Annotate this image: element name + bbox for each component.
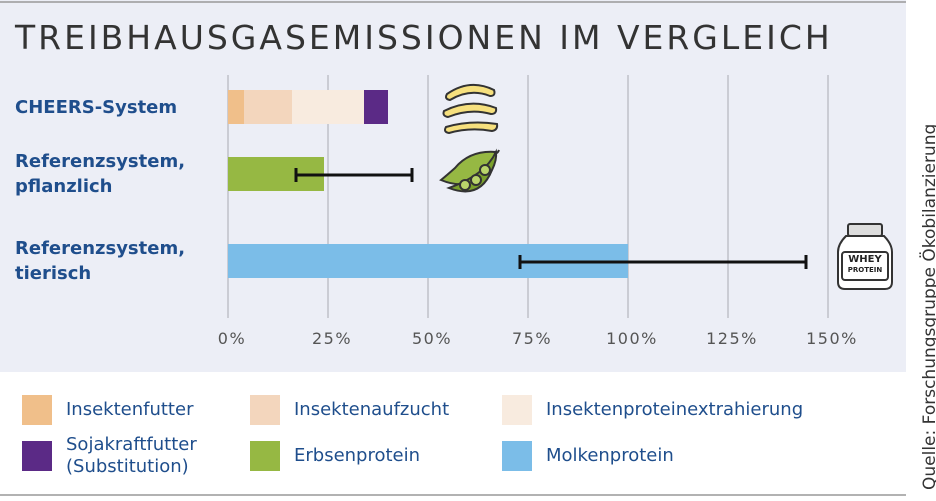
source: Quelle: Forschungsgruppe Ökobilanzierung [920, 123, 936, 490]
legend-swatch [22, 395, 52, 425]
legend-label: Erbsenprotein [294, 445, 421, 466]
pea-icon [439, 148, 500, 193]
icon-label: WHEY [848, 254, 882, 265]
x-tick-label: 125% [706, 329, 758, 348]
legend-swatch [502, 441, 532, 471]
category-label: Referenzsystem, tierisch [15, 238, 186, 284]
legend-label: Insektenproteinextrahierung [546, 399, 804, 420]
x-tick-label: 150% [806, 329, 858, 348]
x-tick-label: 75% [512, 329, 552, 348]
bar-segment [228, 90, 244, 124]
category-label: CHEERS-System [15, 96, 178, 118]
larvae-icon [442, 83, 499, 135]
bar-segment [364, 90, 388, 124]
x-tick-label: 50% [412, 329, 452, 348]
legend-swatch [250, 441, 280, 471]
legend-label: Sojakraftfutter (Substitution) [66, 434, 197, 477]
legend-label: Insektenaufzucht [294, 399, 450, 420]
legend-label: Insektenfutter [66, 399, 194, 420]
legend-swatch [502, 395, 532, 425]
bar-segment [244, 90, 292, 124]
x-tick-label: 25% [312, 329, 352, 348]
x-tick-label: 100% [606, 329, 658, 348]
legend-label: Molkenprotein [546, 445, 674, 466]
icon-label: PROTEIN [848, 266, 883, 274]
whey-icon [837, 223, 893, 290]
legend-swatch [250, 395, 280, 425]
chart-title: TREIBHAUSGASEMISSIONEN IM VERGLEICH [15, 18, 833, 57]
x-tick-label: 0% [218, 329, 246, 348]
legend-swatch [22, 441, 52, 471]
category-label: Referenzsystem, pflanzlich [15, 151, 186, 197]
bar-segment [292, 90, 364, 124]
